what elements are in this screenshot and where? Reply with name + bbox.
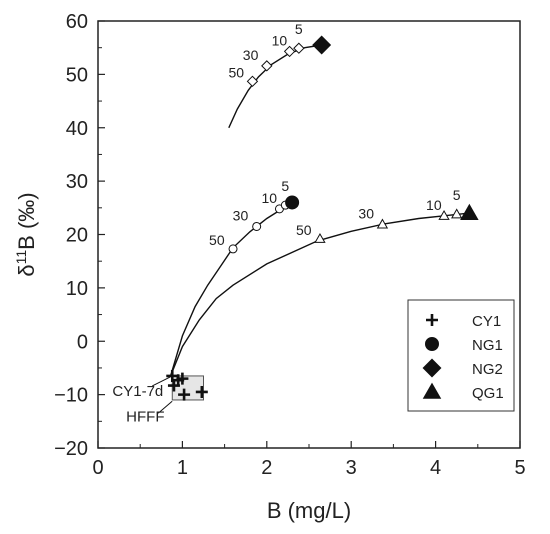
curve-tick-label: 5 <box>453 187 461 203</box>
annotation-hfff: HFFF <box>126 408 164 425</box>
y-axis-label-main: δ <box>14 264 39 276</box>
y-axis-label: δ11B (‰) <box>13 192 39 276</box>
legend-marker-cy1 <box>426 314 438 326</box>
y-tick-label: 0 <box>77 331 88 353</box>
curve-tick-label: 50 <box>296 222 312 238</box>
legend-marker-ng2 <box>422 358 442 378</box>
curve-tick-marker <box>314 232 326 243</box>
point-cy1 <box>178 388 191 401</box>
curve-tick-label: 10 <box>272 32 288 48</box>
point-qg1 <box>460 203 479 220</box>
mixing-curve-qg1 <box>169 212 470 377</box>
point-ng2 <box>312 35 332 55</box>
curve-tick-marker <box>283 45 296 58</box>
curve-tick-marker <box>261 60 273 72</box>
legend-marker-ng1 <box>425 337 439 351</box>
x-tick-label: 0 <box>92 457 103 479</box>
y-tick-label: −20 <box>54 438 88 460</box>
annotations: CY1-7d HFFF <box>112 376 173 425</box>
legend-box <box>407 299 515 412</box>
x-tick-label: 4 <box>430 457 441 479</box>
curve-tick-marker <box>293 42 305 54</box>
x-tick-label: 1 <box>177 457 188 479</box>
curve-tick-label: 50 <box>209 232 225 248</box>
legend-label-ng1: NG1 <box>472 337 503 354</box>
y-tick-label: −10 <box>54 385 88 407</box>
curve-tick-marker <box>246 75 259 88</box>
annotation-leader <box>157 400 173 414</box>
x-axis-ticks: 0 1 2 3 4 5 <box>92 441 526 479</box>
point-cy1 <box>195 385 208 398</box>
y-tick-label: 60 <box>66 11 88 33</box>
curve-tick-label: 10 <box>261 190 277 206</box>
curve-tick-label: 30 <box>233 207 249 223</box>
y-tick-label: 50 <box>66 64 88 86</box>
x-tick-label: 2 <box>261 457 272 479</box>
curve-tick-marker <box>252 221 262 231</box>
legend-label-cy1: CY1 <box>472 313 501 330</box>
annotation-cy1-7d: CY1-7d <box>112 383 163 400</box>
curve-tick-marker <box>438 210 450 220</box>
curve-tick-label: 5 <box>281 178 289 194</box>
point-cy1 <box>176 372 189 385</box>
y-tick-label: 40 <box>66 118 88 140</box>
curve-tick-label: 50 <box>228 64 244 80</box>
y-axis-ticks: −20 −10 0 10 20 30 40 50 60 <box>54 11 105 460</box>
legend-label-qg1: QG1 <box>472 385 504 402</box>
curve-tick-marker <box>376 218 389 229</box>
y-tick-label: 20 <box>66 225 88 247</box>
legend: CY1 NG1 NG2 QG1 <box>407 299 515 412</box>
annotation-leader <box>152 376 171 387</box>
curve-tick-label: 10 <box>426 197 442 213</box>
point-ng1 <box>285 195 300 210</box>
curve-tick-marker <box>451 208 463 219</box>
legend-label-ng2: NG2 <box>472 361 503 378</box>
y-tick-label: 10 <box>66 278 88 300</box>
data-points <box>166 35 479 401</box>
curve-tick-label: 30 <box>358 205 374 221</box>
curve-tick-marker <box>228 244 238 254</box>
x-axis-label: B (mg/L) <box>267 498 351 523</box>
curve-tick-label: 5 <box>295 21 303 37</box>
y-tick-label: 30 <box>66 171 88 193</box>
y-axis-label-sup: 11 <box>13 250 29 265</box>
x-tick-label: 5 <box>514 457 525 479</box>
mixing-curve-ng1 <box>169 201 293 377</box>
x-tick-label: 3 <box>346 457 357 479</box>
y-axis-label-rest: B (‰) <box>14 192 39 249</box>
curve-tick-label: 30 <box>243 47 259 63</box>
legend-marker-qg1 <box>422 382 442 399</box>
